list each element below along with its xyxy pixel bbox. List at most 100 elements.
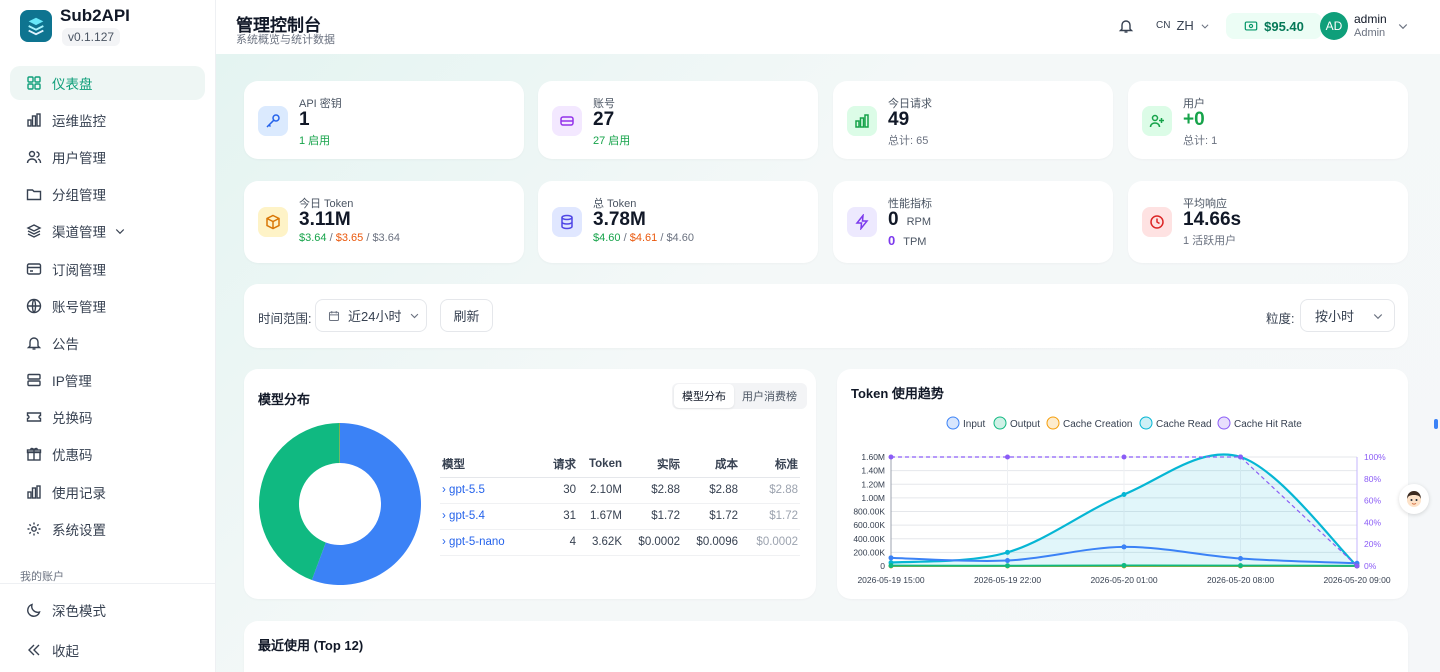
bar-chart-icon	[27, 485, 41, 499]
sidebar-item-usage-records[interactable]: 使用记录	[10, 475, 205, 509]
granularity-label: 粒度:	[1266, 312, 1295, 326]
series-point-input[interactable]	[888, 555, 894, 561]
sidebar-item-label: 优惠码	[52, 448, 93, 463]
legend-label: Cache Read	[1156, 419, 1212, 430]
legend-item-cache-creation[interactable]: Cache Creation	[1046, 416, 1132, 430]
series-area-cache-read	[891, 454, 1357, 566]
time-range-label: 时间范围:	[258, 312, 312, 326]
language-switcher[interactable]: CN ZH	[1156, 18, 1210, 33]
stat-value: 1	[299, 109, 310, 130]
donut-slice-0[interactable]	[311, 423, 421, 585]
app-name: Sub2API	[60, 6, 130, 25]
series-point-cache-hit-rate[interactable]	[888, 454, 894, 460]
stat-card-avg-response: 平均响应 14.66s 1 活跃用户	[1128, 181, 1408, 263]
series-point-cache-hit-rate[interactable]	[1121, 454, 1127, 460]
donut-slice-1[interactable]	[259, 423, 340, 580]
sidebar-item-dashboard[interactable]: 仪表盘	[10, 66, 205, 100]
granularity-select[interactable]: 按小时	[1300, 299, 1395, 332]
moon-icon	[27, 603, 41, 617]
cost-cell: $2.88	[682, 477, 740, 504]
bar-chart-icon	[847, 106, 877, 136]
table-row[interactable]: › gpt-5-nano 4 3.62K $0.0002 $0.0096 $0.…	[440, 529, 800, 556]
refresh-button[interactable]: 刷新	[440, 299, 493, 332]
legend-item-output[interactable]: Output	[993, 416, 1040, 430]
gear-icon	[27, 522, 41, 536]
series-point-input[interactable]	[1005, 558, 1010, 564]
model-name-cell[interactable]: › gpt-5.5	[440, 477, 532, 504]
sidebar-item-users[interactable]: 用户管理	[10, 140, 205, 174]
table-row[interactable]: › gpt-5.5 30 2.10M $2.88 $2.88 $2.88	[440, 477, 800, 504]
series-point-cache-hit-rate[interactable]	[1005, 454, 1010, 460]
stat-cost-line: $4.60 / $4.61 / $4.60	[593, 232, 694, 244]
standard-cost: $3.64	[372, 232, 400, 244]
sidebar-item-subscriptions[interactable]: 订阅管理	[10, 252, 205, 286]
sidebar-item-label: 账号管理	[52, 300, 106, 315]
balance-badge[interactable]: $95.40	[1226, 13, 1322, 39]
sidebar-item-announcements[interactable]: 公告	[10, 326, 205, 360]
series-point-input[interactable]	[1238, 556, 1243, 562]
table-row[interactable]: › gpt-5.4 31 1.67M $1.72 $1.72 $1.72	[440, 503, 800, 530]
model-distribution-card: 模型分布 模型分布 用户消费榜 模型 请求 Token 实际 成本 标准 › g…	[244, 369, 816, 599]
sidebar-item-label: 仪表盘	[52, 77, 93, 92]
col-cost: 成本	[682, 451, 740, 478]
sidebar-item-ops-monitor[interactable]: 运维监控	[10, 103, 205, 137]
time-range-select[interactable]: 近24小时	[315, 299, 427, 332]
stat-label: 总 Token	[593, 198, 637, 210]
sidebar-item-redeem-codes[interactable]: 兑换码	[10, 400, 205, 434]
sidebar-item-channels[interactable]: 渠道管理	[10, 214, 205, 248]
stat-card-today-token: 今日 Token 3.11M $3.64 / $3.65 / $3.64	[244, 181, 524, 263]
token-cell: 1.67M	[578, 503, 624, 530]
chevron-down-icon	[411, 313, 419, 319]
notification-bell-icon[interactable]	[1118, 18, 1134, 34]
sidebar-item-settings[interactable]: 系统设置	[10, 512, 205, 546]
series-point-cache-hit-rate[interactable]	[1354, 563, 1360, 569]
stat-card-performance: 性能指标 0 RPM 0 TPM	[833, 181, 1113, 263]
dark-mode-toggle[interactable]: 深色模式	[10, 593, 205, 627]
series-point-input[interactable]	[1121, 544, 1127, 550]
chevron-down-icon[interactable]	[1397, 20, 1409, 32]
stat-label: 账号	[593, 98, 615, 110]
series-point-cache-hit-rate[interactable]	[1238, 454, 1243, 460]
sidebar-item-accounts[interactable]: 账号管理	[10, 289, 205, 323]
rpm-unit: RPM	[906, 216, 932, 228]
user-name[interactable]: admin	[1354, 12, 1387, 26]
scrollbar-thumb[interactable]	[1434, 419, 1438, 429]
server-icon	[27, 373, 41, 387]
stat-card-users: 用户 +0 总计: 1	[1128, 81, 1408, 159]
y2-tick-label: 40%	[1364, 517, 1381, 527]
col-requests: 请求	[532, 451, 578, 478]
model-donut-chart	[259, 423, 421, 585]
stat-card-api-keys: API 密钥 1 1 启用	[244, 81, 524, 159]
sidebar-item-label: 公告	[52, 337, 79, 352]
sidebar-item-coupons[interactable]: 优惠码	[10, 437, 205, 471]
model-name-cell[interactable]: › gpt-5.4	[440, 503, 532, 530]
y2-tick-label: 60%	[1364, 496, 1381, 506]
sidebar-item-label: 系统设置	[52, 523, 106, 538]
series-point-output[interactable]	[1121, 562, 1127, 568]
series-point-output[interactable]	[1238, 563, 1243, 569]
x-tick-label: 2026-05-20 01:00	[1090, 575, 1157, 585]
series-point-cache-read[interactable]	[1005, 549, 1010, 555]
series-point-output[interactable]	[888, 563, 894, 569]
series-point-output[interactable]	[1005, 563, 1010, 569]
ticket-icon	[26, 412, 42, 422]
stat-value: 3.78M	[593, 209, 646, 230]
top-header: 管理控制台 系统概览与统计数据 CN ZH $95.40 AD admin Ad…	[216, 0, 1440, 54]
series-point-cache-read[interactable]	[1121, 491, 1127, 497]
sidebar-item-ip[interactable]: IP管理	[10, 363, 205, 397]
sidebar-item-groups[interactable]: 分组管理	[10, 177, 205, 211]
collapse-sidebar-button[interactable]: 收起	[10, 633, 205, 667]
user-avatar[interactable]: AD	[1320, 12, 1348, 40]
legend-item-cache-read[interactable]: Cache Read	[1139, 416, 1212, 430]
tab-model-distribution[interactable]: 模型分布	[674, 384, 734, 408]
tab-user-spending[interactable]: 用户消费榜	[742, 391, 797, 403]
model-dist-tabs: 模型分布 用户消费榜	[672, 383, 807, 409]
stat-sub: 总计: 65	[888, 135, 929, 147]
sidebar-item-label: 分组管理	[52, 188, 106, 203]
app-logo[interactable]	[20, 10, 52, 42]
model-name-cell[interactable]: › gpt-5-nano	[440, 529, 532, 556]
legend-item-input[interactable]: Input	[946, 416, 985, 430]
legend-item-cache-hit-rate[interactable]: Cache Hit Rate	[1217, 416, 1302, 430]
model-table: 模型 请求 Token 实际 成本 标准 › gpt-5.5 30 2.10M …	[440, 451, 800, 556]
assistant-avatar-button[interactable]	[1399, 484, 1429, 514]
